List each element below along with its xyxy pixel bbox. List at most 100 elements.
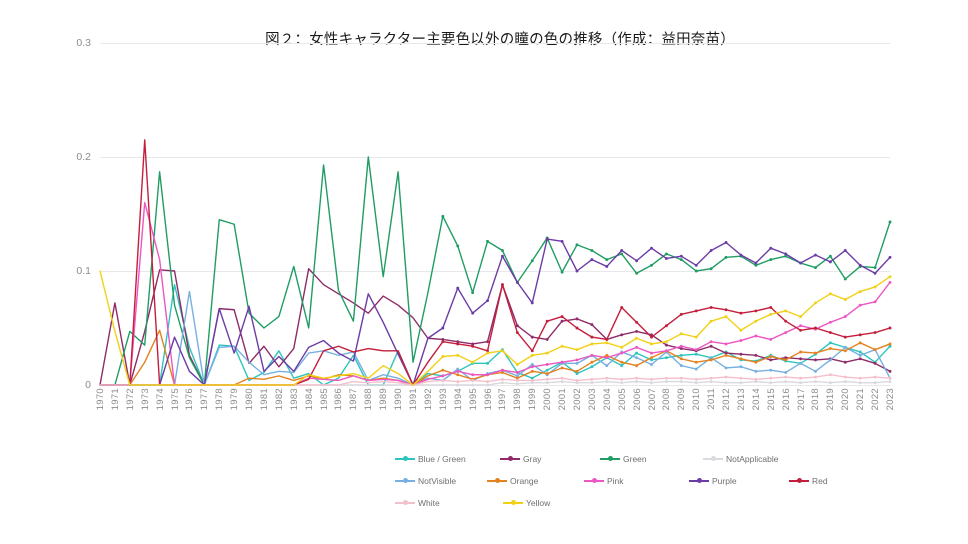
legend-item-red[interactable]: Red xyxy=(789,470,892,492)
data-point xyxy=(441,337,445,341)
data-point xyxy=(843,360,847,364)
data-point xyxy=(515,378,519,382)
data-point xyxy=(650,246,653,250)
data-point xyxy=(679,344,683,348)
data-point xyxy=(709,340,713,344)
data-point xyxy=(560,239,564,243)
x-axis-tick-label: 1970 xyxy=(95,388,106,411)
x-axis-tick-label: 2019 xyxy=(825,388,837,411)
data-point xyxy=(709,306,713,309)
data-point xyxy=(828,292,832,296)
data-point xyxy=(679,332,683,336)
data-point xyxy=(769,306,773,309)
data-point xyxy=(560,380,564,384)
data-point xyxy=(739,381,743,385)
data-point xyxy=(724,366,728,370)
legend-item-green[interactable]: Green xyxy=(600,448,703,470)
legend-item-gray[interactable]: Gray xyxy=(500,448,600,470)
legend-item-blue-green[interactable]: Blue / Green xyxy=(395,448,500,470)
data-point xyxy=(650,358,653,362)
data-point xyxy=(814,380,817,384)
legend-color-swatch xyxy=(689,477,709,485)
x-axis-tick-label: 2002 xyxy=(571,388,583,411)
data-point xyxy=(635,271,639,275)
data-point xyxy=(858,303,862,307)
data-point xyxy=(694,377,698,381)
data-point xyxy=(501,381,504,385)
legend-item-orange[interactable]: Orange xyxy=(487,470,584,492)
data-point xyxy=(635,329,639,333)
data-point xyxy=(590,381,594,385)
data-point xyxy=(486,299,489,303)
data-point xyxy=(709,356,713,360)
data-point xyxy=(590,360,594,364)
data-point xyxy=(575,348,579,352)
data-point xyxy=(545,377,549,381)
data-point xyxy=(843,298,847,301)
data-point xyxy=(724,308,728,312)
data-point xyxy=(545,368,549,372)
data-point xyxy=(888,275,892,279)
data-point xyxy=(545,372,549,376)
data-point xyxy=(769,337,773,341)
x-axis: 1970 1971 1972 1973 1974 1975 1976 1977 1978 1979… xyxy=(95,388,896,430)
data-point xyxy=(441,214,445,218)
data-point xyxy=(471,291,475,295)
legend-color-swatch xyxy=(703,455,723,463)
data-point xyxy=(530,378,534,382)
data-point xyxy=(605,356,609,360)
data-point xyxy=(799,381,803,385)
data-point xyxy=(635,320,639,324)
data-point xyxy=(456,286,460,290)
data-point xyxy=(575,269,579,273)
data-point xyxy=(858,381,862,385)
data-point xyxy=(858,376,862,380)
data-point xyxy=(501,249,504,252)
data-point xyxy=(873,300,877,304)
data-point xyxy=(515,280,519,284)
data-point xyxy=(501,349,504,353)
data-point xyxy=(739,376,743,380)
x-axis-tick-label: 1973 xyxy=(139,388,151,411)
data-point xyxy=(843,349,847,353)
x-axis-tick-label: 2008 xyxy=(661,388,673,411)
data-point xyxy=(888,376,892,380)
data-point xyxy=(575,361,579,365)
legend-item-notapplicable[interactable]: NotApplicable xyxy=(703,448,811,470)
data-point xyxy=(694,352,698,356)
data-point xyxy=(590,365,594,369)
data-point xyxy=(799,261,803,265)
x-axis-tick-label: 2003 xyxy=(586,388,598,411)
legend-item-white[interactable]: White xyxy=(395,492,503,514)
data-point xyxy=(605,258,609,262)
legend-label: Gray xyxy=(523,454,542,464)
legend-item-pink[interactable]: Pink xyxy=(584,470,689,492)
legend-item-yellow[interactable]: Yellow xyxy=(503,492,595,514)
x-axis-tick-label: 2017 xyxy=(795,388,807,411)
legend-color-swatch xyxy=(584,477,604,485)
data-point xyxy=(560,319,564,323)
data-point xyxy=(784,371,788,374)
series-purple xyxy=(99,237,892,386)
data-point xyxy=(814,351,817,355)
data-point xyxy=(486,351,489,355)
data-point xyxy=(664,376,668,380)
data-point xyxy=(530,365,534,369)
data-point xyxy=(754,261,758,265)
data-point xyxy=(515,374,519,378)
x-axis-tick-label: 2021 xyxy=(855,388,867,411)
data-point xyxy=(605,380,609,384)
data-point xyxy=(873,266,877,270)
data-point xyxy=(620,333,624,337)
legend-item-purple[interactable]: Purple xyxy=(689,470,789,492)
data-point xyxy=(650,342,653,346)
legend-item-notvisible[interactable]: NotVisible xyxy=(395,470,487,492)
data-point xyxy=(828,341,832,345)
data-point xyxy=(754,334,758,338)
data-point xyxy=(471,311,475,315)
data-point xyxy=(545,337,549,341)
data-point xyxy=(664,257,668,260)
legend-label: Green xyxy=(623,454,647,464)
data-point xyxy=(724,375,728,379)
series-line xyxy=(99,238,891,386)
